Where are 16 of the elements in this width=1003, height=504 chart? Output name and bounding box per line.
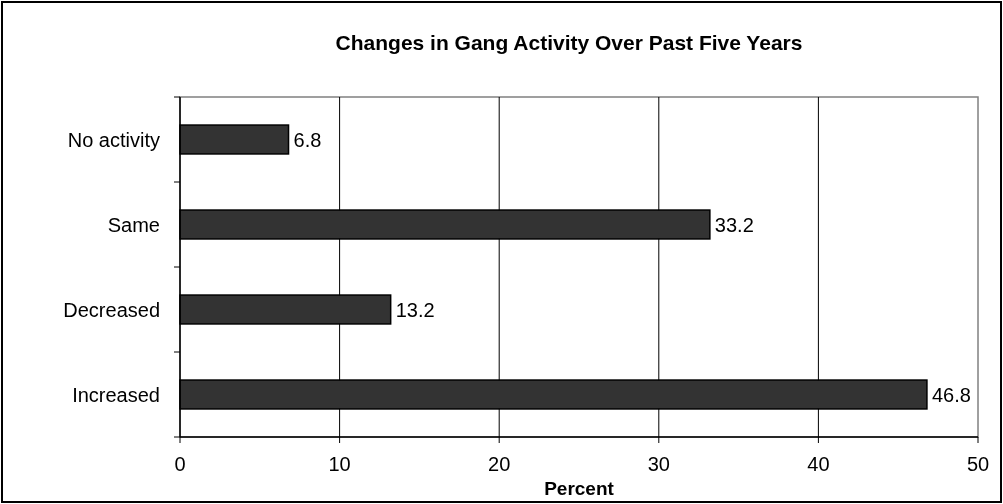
- y-tick-label: Increased: [72, 383, 160, 406]
- x-tick-label: 20: [488, 453, 511, 475]
- data-label: 13.2: [395, 298, 435, 321]
- data-label: 33.2: [714, 213, 754, 236]
- data-label: 6.8: [293, 128, 322, 151]
- y-tick-label: Decreased: [63, 298, 160, 321]
- x-tick-label: 30: [647, 453, 670, 475]
- x-axis-title: Percent: [544, 478, 615, 499]
- x-tick-label: 0: [174, 453, 186, 475]
- x-tick-label: 10: [328, 453, 351, 475]
- y-tick-label: No activity: [67, 128, 160, 151]
- x-tick-label: 50: [966, 453, 990, 475]
- x-tick-label: 40: [807, 453, 830, 475]
- chart-title: Changes in Gang Activity Over Past Five Years: [335, 31, 803, 54]
- data-label: 46.8: [931, 383, 971, 406]
- y-tick-label: Same: [107, 213, 160, 236]
